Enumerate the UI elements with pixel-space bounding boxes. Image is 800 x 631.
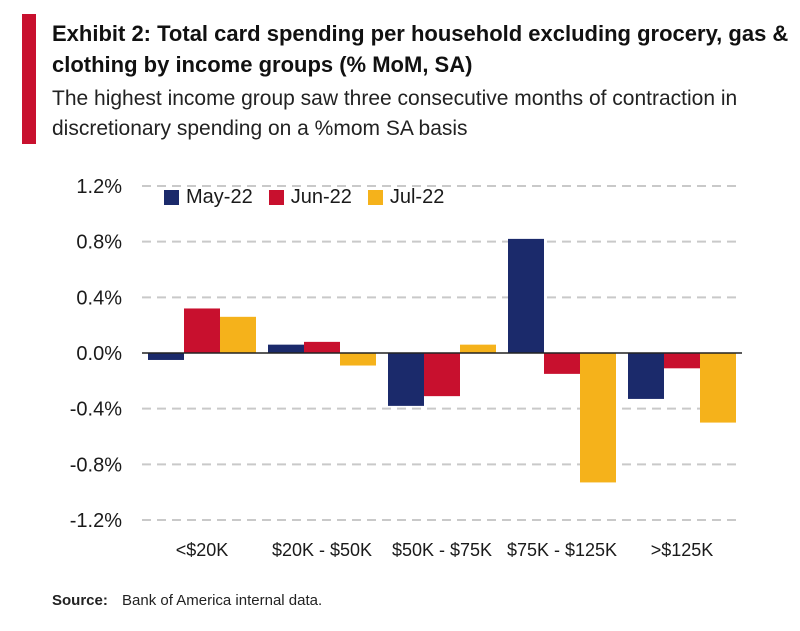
bars [148,238,736,483]
chart-title: Exhibit 2: Total card spending per house… [52,21,789,77]
x-tick-label: $75K - $125K [507,540,617,560]
bar-jun-22-2 [424,353,460,397]
bar-may-22-3 [508,238,544,353]
x-tick-label: <$20K [176,540,229,560]
y-tick-label: 0.8% [76,232,122,254]
y-tick-label: -1.2% [70,510,122,532]
legend-item-jul: Jul-22 [367,186,445,209]
x-axis-labels: <$20K $20K - $50K $50K - $75K $75K - $125K >… [176,540,714,560]
y-tick-label: 0.0% [76,343,122,365]
chart-subtitle: The highest income group saw three conse… [52,87,738,140]
bar-chart: 1.2% 0.8% 0.4% 0.0% -0.4% -0.8% -1.2% <$20K $20… [70,176,742,560]
legend-label-may: May-22 [186,186,253,208]
bar-jun-22-0 [184,308,220,353]
legend: May-22 Jun-22 Jul-22 [164,186,460,209]
legend-label-jul: Jul-22 [389,186,445,208]
legend-item-jun: Jun-22 [268,186,352,209]
bar-may-22-1 [268,344,304,353]
bar-jul-22-3 [580,353,616,483]
bar-jun-22-4 [664,353,700,369]
bar-may-22-0 [148,353,184,360]
bar-jul-22-0 [220,316,256,353]
legend-swatch-jun [268,190,284,205]
legend-swatch-may [164,190,179,205]
y-tick-label: 1.2% [76,176,122,198]
bar-jun-22-1 [304,341,340,353]
bar-may-22-4 [628,353,664,399]
source-label: Source: [52,592,108,609]
x-tick-label: $50K - $75K [392,540,492,560]
y-tick-label: -0.8% [70,454,122,476]
x-tick-label: >$125K [651,540,714,560]
source-text: Bank of America internal data. [122,592,323,609]
x-tick-label: $20K - $50K [272,540,372,560]
bar-jul-22-2 [460,344,496,353]
gridlines [142,185,742,521]
y-tick-label: -0.4% [70,399,122,421]
legend-label-jun: Jun-22 [290,186,352,208]
source-note: Source: Bank of America internal data. [52,592,322,609]
bar-jun-22-3 [544,353,580,374]
y-tick-label: 0.4% [76,287,122,309]
legend-item-may: May-22 [164,186,253,209]
y-axis-labels: 1.2% 0.8% 0.4% 0.0% -0.4% -0.8% -1.2% [70,176,122,532]
legend-swatch-jul [367,190,383,205]
title-accent-bar [22,14,36,144]
bar-jul-22-4 [700,353,736,423]
bar-may-22-2 [388,353,424,406]
bar-jul-22-1 [340,353,376,366]
